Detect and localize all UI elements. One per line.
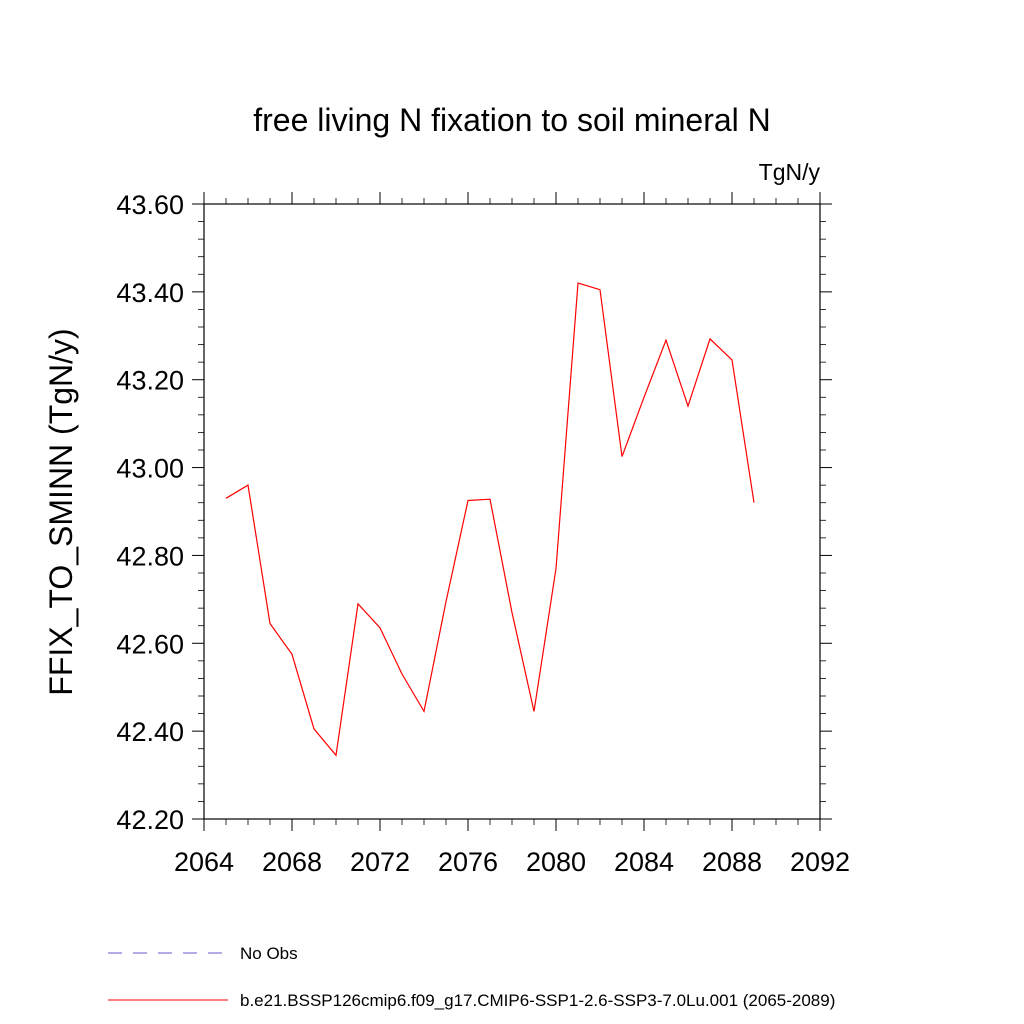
x-tick-label: 2084 (614, 847, 674, 877)
series-group (225, 282, 755, 757)
y-tick-label: 42.20 (116, 805, 184, 835)
x-tick-label: 2076 (438, 847, 498, 877)
y-tick-label: 43.00 (116, 454, 184, 484)
y-tick-label: 42.40 (116, 717, 184, 747)
series-line-0 (225, 282, 755, 757)
legend: No Obs b.e21.BSSP126cmip6.f09_g17.CMIP6-… (108, 944, 835, 1010)
y-tick-label: 43.20 (116, 366, 184, 396)
x-tick-label: 2088 (702, 847, 762, 877)
x-tick-labels: 2064 2068 2072 2076 2080 2084 2088 2092 (174, 847, 850, 877)
x-tick-label: 2080 (526, 847, 586, 877)
legend-label-no-obs: No Obs (240, 944, 298, 963)
x-tick-label: 2072 (350, 847, 410, 877)
y-tick-label: 42.80 (116, 541, 184, 571)
chart-title: free living N fixation to soil mineral N (253, 102, 771, 138)
y-tick-label: 43.60 (116, 190, 184, 220)
x-tick-label: 2068 (262, 847, 322, 877)
plot-frame (203, 203, 821, 820)
x-tick-label: 2092 (790, 847, 850, 877)
x-tick-label: 2064 (174, 847, 234, 877)
y-tick-label: 42.60 (116, 629, 184, 659)
units-label: TgN/y (759, 159, 821, 185)
legend-label-series: b.e21.BSSP126cmip6.f09_g17.CMIP6-SSP1-2.… (240, 991, 835, 1010)
y-axis-label: FFIX_TO_SMINN (TgN/y) (43, 328, 79, 695)
y-tick-label: 43.40 (116, 278, 184, 308)
y-tick-labels: 42.20 42.40 42.60 42.80 43.00 43.20 43.40 43.60 (116, 190, 184, 835)
axis-ticks (192, 192, 832, 831)
